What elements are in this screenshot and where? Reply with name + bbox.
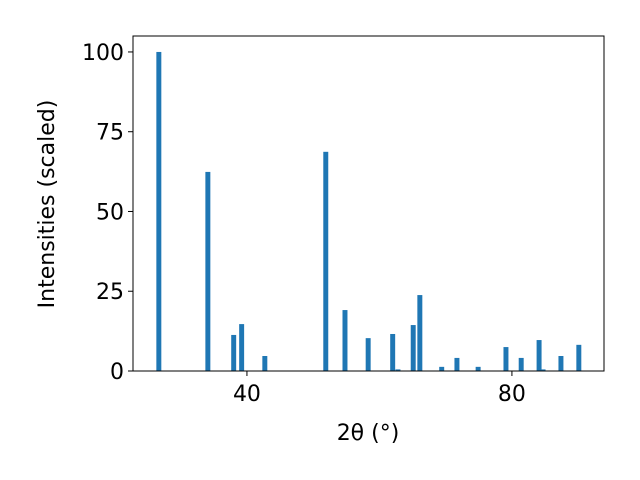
x-tick-label: 40 bbox=[233, 382, 261, 407]
bar bbox=[156, 51, 162, 371]
bar bbox=[558, 356, 564, 371]
plot-frame bbox=[132, 35, 605, 372]
bar bbox=[342, 310, 348, 371]
bar bbox=[239, 324, 245, 371]
y-tick-label: 50 bbox=[96, 200, 124, 225]
bar bbox=[365, 338, 371, 371]
y-tick-label: 0 bbox=[110, 360, 124, 385]
y-tick-label: 75 bbox=[96, 121, 124, 146]
bar bbox=[410, 325, 416, 371]
bar bbox=[540, 369, 546, 371]
bar bbox=[518, 357, 524, 371]
bar bbox=[417, 295, 423, 371]
bar bbox=[576, 344, 582, 371]
bar bbox=[231, 334, 237, 371]
bar bbox=[454, 357, 460, 371]
bar bbox=[390, 333, 396, 371]
bar bbox=[205, 171, 211, 371]
y-tick-label: 100 bbox=[82, 41, 124, 66]
bar bbox=[395, 369, 401, 371]
y-axis-label: Intensities (scaled) bbox=[35, 100, 60, 309]
bar bbox=[536, 340, 542, 371]
bar bbox=[503, 347, 509, 371]
x-axis-label: 2θ (°) bbox=[337, 421, 400, 446]
x-tick-label: 80 bbox=[498, 382, 526, 407]
bar bbox=[262, 356, 268, 371]
y-tick-label: 25 bbox=[96, 280, 124, 305]
bar bbox=[475, 366, 481, 371]
bar bbox=[439, 366, 445, 371]
bar bbox=[323, 151, 329, 371]
